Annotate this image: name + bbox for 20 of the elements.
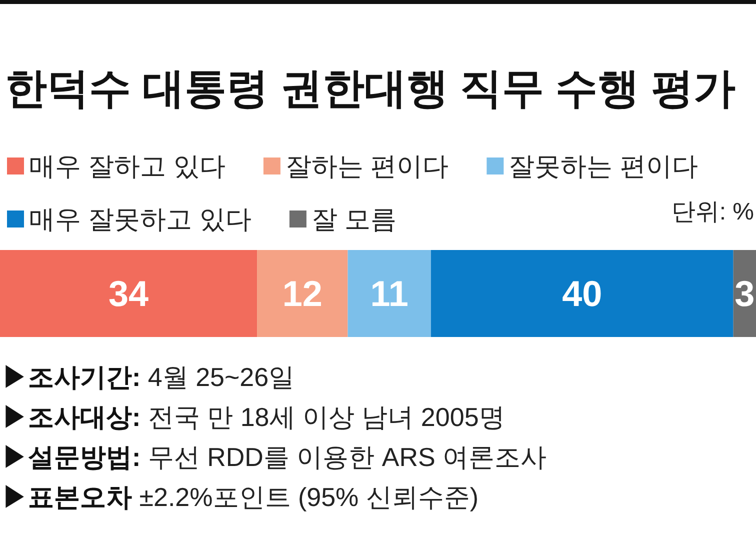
text: 단위: % [671,198,754,226]
text: ▶설문방법: 무선 RDD를 이용한 ARS 여론조사 [2,441,547,474]
data-label: 34 [108,273,149,314]
chart-title: 한덕수 대통령 권한대행 직무 수행 평가 [5,64,736,112]
text: ▶조사대상: 전국 만 18세 이상 남녀 2005명 [2,401,505,434]
legend-label: 잘 모름 [311,204,397,234]
data-label: 12 [282,273,322,314]
data-label: 40 [562,273,602,314]
data-label: 11 [370,273,408,314]
text: ▶조사기간: 4월 25~26일 [2,361,295,394]
bar [257,250,348,337]
legend-label: 매우 잘못하고 있다 [29,204,252,234]
data-label: 3 [734,273,755,314]
bar [0,250,258,337]
text: ▶표본오차 ±2.2%포인트 (95% 신뢰수준) [2,481,479,514]
bar [348,250,431,337]
legend-label: 매우 잘하고 있다 [29,151,226,181]
legend-label: 잘하는 편이다 [285,151,449,181]
legend-label: 잘못하는 편이다 [508,151,698,181]
bar [430,250,734,337]
